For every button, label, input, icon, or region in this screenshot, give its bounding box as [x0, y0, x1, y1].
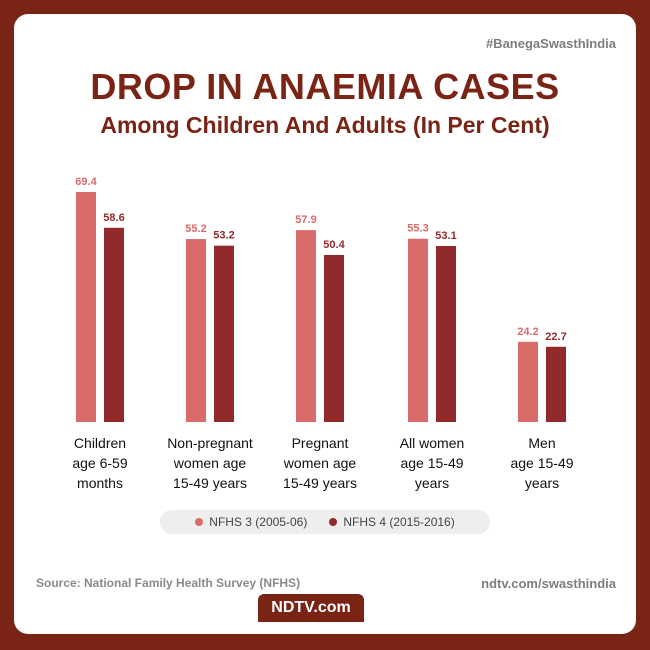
data-label-series-1-cat-5: 24.2 [517, 326, 538, 338]
bar-chart: 69.4 58.6 Children age 6-59 months 55.2 53.2 No… [72, 176, 573, 491]
legend-swatch-series-2 [329, 518, 338, 526]
brand-logo: NDTV.com [258, 594, 364, 622]
bar-series-2-cat-1 [104, 227, 124, 422]
infographic-card: #BanegaSwasthIndia DROP IN ANAEMIA CASES… [14, 14, 636, 634]
category-label-4-line-3: years [415, 475, 449, 491]
category-label-5-line-2: age 15-49 [510, 455, 573, 471]
category-label-1-line-1: Children [74, 435, 126, 451]
chart-title: DROP IN ANAEMIA CASES [90, 66, 560, 107]
category-label-4-line-1: All women [400, 435, 465, 451]
bar-series-2-cat-3 [324, 254, 344, 422]
bar-series-2-cat-2 [214, 245, 234, 422]
category-label-1-line-3: months [77, 475, 123, 491]
bar-series-2-cat-4 [436, 246, 456, 422]
site-link[interactable]: ndtv.com/swasthindia [481, 576, 616, 591]
category-label-3-line-1: Pregnant [292, 435, 349, 451]
bar-series-1-cat-4 [408, 238, 428, 422]
data-label-series-1-cat-1: 69.4 [75, 176, 97, 188]
legend: NFHS 3 (2005-06) NFHS 4 (2015-2016) [160, 510, 490, 534]
legend-label-series-1: NFHS 3 (2005-06) [209, 515, 308, 529]
legend-item-series-2: NFHS 4 (2015-2016) [329, 515, 455, 529]
bar-series-1-cat-5 [518, 341, 538, 422]
category-label-2-line-1: Non-pregnant [167, 435, 253, 451]
bar-series-2-cat-5 [546, 346, 566, 422]
data-label-series-2-cat-4: 53.1 [435, 230, 456, 242]
data-label-series-2-cat-3: 50.4 [323, 239, 345, 251]
bar-series-1-cat-3 [296, 230, 316, 422]
category-label-2-line-2: women age [173, 455, 247, 471]
legend-swatch-series-1 [195, 518, 204, 526]
legend-label-series-2: NFHS 4 (2015-2016) [343, 515, 455, 529]
legend-item-series-1: NFHS 3 (2005-06) [195, 515, 307, 529]
data-label-series-1-cat-2: 55.2 [185, 223, 206, 235]
category-label-5-line-1: Men [528, 435, 555, 451]
hashtag: #BanegaSwasthIndia [485, 36, 616, 51]
data-label-series-1-cat-4: 55.3 [407, 223, 428, 235]
category-label-5-line-3: years [525, 475, 559, 491]
data-label-series-1-cat-3: 57.9 [295, 214, 316, 226]
data-label-series-2-cat-1: 58.6 [103, 212, 124, 224]
source-note: Source: National Family Health Survey (N… [36, 576, 301, 590]
category-label-1-line-2: age 6-59 [72, 455, 127, 471]
category-label-3-line-3: 15-49 years [283, 475, 357, 491]
bar-series-1-cat-2 [186, 239, 206, 422]
category-label-4-line-2: age 15-49 [400, 455, 463, 471]
bar-series-1-cat-1 [76, 192, 96, 422]
data-label-series-2-cat-2: 53.2 [213, 230, 234, 242]
data-label-series-2-cat-5: 22.7 [545, 331, 566, 343]
category-label-2-line-3: 15-49 years [173, 475, 247, 491]
chart-subtitle: Among Children And Adults (In Per Cent) [100, 112, 550, 138]
category-label-3-line-2: women age [283, 455, 357, 471]
